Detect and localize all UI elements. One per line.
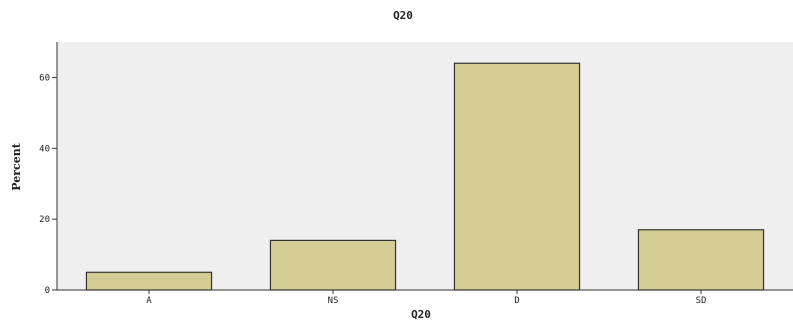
chart-title: Q20 xyxy=(393,9,413,22)
x-axis-label: Q20 xyxy=(411,308,431,321)
y-tick-label: 0 xyxy=(45,286,50,296)
x-tick-label: NS xyxy=(328,296,339,306)
x-axis-ticks: A NS D SD xyxy=(146,290,706,306)
bar-a xyxy=(85,271,213,291)
y-tick-label: 40 xyxy=(39,144,50,154)
y-tick-label: 20 xyxy=(39,215,50,225)
bars xyxy=(85,62,765,291)
x-tick-label: A xyxy=(146,296,152,306)
bar-ns xyxy=(269,239,397,291)
bar-d xyxy=(453,62,581,291)
x-tick-label: D xyxy=(514,296,519,306)
y-axis-label: Percent xyxy=(10,142,23,190)
x-tick-label: SD xyxy=(696,296,707,306)
bar-sd xyxy=(637,229,765,291)
y-axis-ticks: 0 20 40 60 xyxy=(39,73,57,296)
y-tick-label: 60 xyxy=(39,73,50,83)
